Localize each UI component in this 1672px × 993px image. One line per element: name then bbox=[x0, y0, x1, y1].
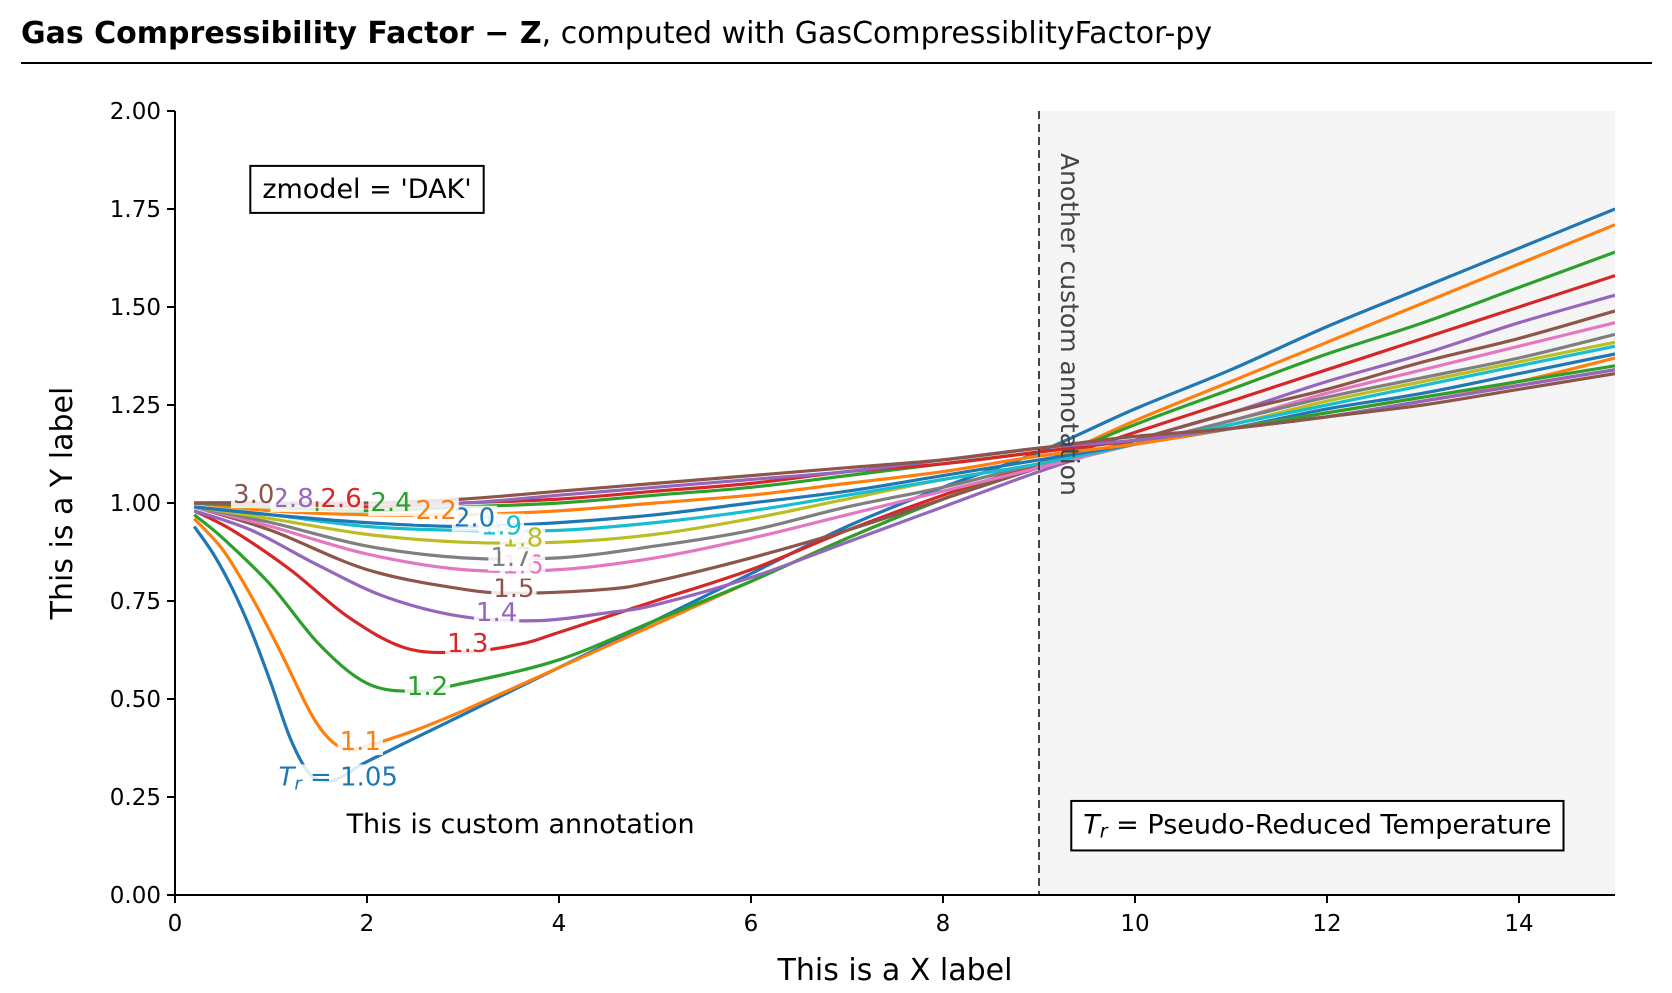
title-underline bbox=[21, 62, 1652, 64]
y-tick-label-7: 1.75 bbox=[110, 197, 161, 223]
x-tick-label-5: 10 bbox=[1120, 911, 1149, 937]
y-tick-label-2: 0.50 bbox=[110, 687, 161, 713]
series-label-1: 1.1 bbox=[337, 727, 383, 757]
y-tick-label-4: 1.00 bbox=[110, 491, 161, 517]
series-label-text-14: 2.8 bbox=[272, 484, 313, 514]
series-label-text-4: 1.4 bbox=[476, 598, 517, 628]
series-label-bg-15 bbox=[231, 482, 277, 509]
series-label-text-15: 3.0 bbox=[233, 480, 274, 510]
series-label-13: 2.6 bbox=[318, 484, 364, 514]
series-label-2: 1.2 bbox=[404, 672, 451, 702]
vline-annotation: Another custom annotation bbox=[1055, 153, 1084, 496]
series-label-bg-5 bbox=[491, 576, 537, 603]
series-line-3 bbox=[193, 274, 1615, 655]
series-label-text-3: 1.3 bbox=[447, 629, 488, 659]
series-label-0: Tr = 1.05 bbox=[276, 762, 400, 794]
y-tick-label-1: 0.25 bbox=[110, 785, 161, 811]
y-tick-label-8: 2.00 bbox=[110, 99, 161, 125]
series-label-bg-10 bbox=[451, 505, 498, 532]
series-label-text-5: 1.5 bbox=[493, 574, 534, 604]
series-label-bg-0 bbox=[276, 764, 400, 792]
series-label-15: 3.0 bbox=[231, 480, 277, 510]
y-tick-label-5: 1.25 bbox=[110, 393, 161, 419]
series-line-6 bbox=[193, 321, 1615, 573]
series-label-bg-11 bbox=[413, 497, 459, 524]
series-label-bg-13 bbox=[318, 486, 364, 513]
series-label-text-0: Tr = 1.05 bbox=[278, 762, 398, 794]
series-label-bg-4 bbox=[473, 599, 520, 626]
annotation-2: Tr = Pseudo-Reduced Temperature bbox=[1083, 809, 1551, 843]
series-line-10 bbox=[194, 352, 1615, 529]
series-label-12: 2.4 bbox=[368, 488, 414, 518]
y-tick-label-0: 0.00 bbox=[110, 883, 161, 909]
series-label-bg-12 bbox=[368, 490, 414, 516]
annotation-1: This is custom annotation bbox=[346, 809, 695, 840]
series-label-text-12: 2.4 bbox=[370, 488, 411, 518]
series-label-text-13: 2.6 bbox=[320, 484, 361, 514]
series-line-2 bbox=[193, 250, 1615, 693]
series-label-text-1: 1.1 bbox=[340, 727, 381, 757]
y-tick-label-3: 0.75 bbox=[110, 589, 161, 615]
series-line-7 bbox=[193, 332, 1615, 561]
series-label-11: 2.2 bbox=[413, 496, 459, 526]
x-tick-label-3: 6 bbox=[744, 911, 759, 937]
series-line-9 bbox=[194, 344, 1615, 533]
series-label-symbol-0: T bbox=[278, 762, 296, 792]
y-tick-label-6: 1.50 bbox=[110, 295, 161, 321]
series-label-10: 2.0 bbox=[451, 504, 498, 534]
x-tick-label-2: 4 bbox=[552, 911, 567, 937]
x-tick-label-1: 2 bbox=[360, 911, 375, 937]
chart-title-rest: , computed with GasCompressiblityFactor-… bbox=[541, 16, 1213, 51]
chart-title: Gas Compressibility Factor − Z, computed… bbox=[21, 16, 1212, 51]
series-line-4 bbox=[193, 293, 1615, 623]
series-label-4: 1.4 bbox=[473, 598, 520, 628]
y-axis-label: This is a Y label bbox=[45, 387, 80, 621]
series-label-text-11: 2.2 bbox=[415, 496, 456, 526]
annotation-sub-2: r bbox=[1100, 820, 1109, 842]
chart-title-bold: Gas Compressibility Factor − Z bbox=[21, 16, 542, 51]
series-label-text-10: 2.0 bbox=[454, 504, 495, 534]
annotation-text-2: = Pseudo-Reduced Temperature bbox=[1108, 809, 1552, 840]
series-label-text-2: 1.2 bbox=[407, 672, 448, 702]
annotation-box-0 bbox=[249, 164, 485, 214]
series-label-rest-0: = 1.05 bbox=[302, 762, 398, 792]
series-label-bg-2 bbox=[404, 674, 451, 701]
series-line-5 bbox=[193, 309, 1615, 595]
series-label-bg-14 bbox=[270, 486, 316, 513]
annotation-symbol-2: T bbox=[1083, 809, 1102, 840]
x-axis-label: This is a X label bbox=[777, 953, 1013, 988]
annotation-0: zmodel = 'DAK' bbox=[262, 174, 471, 205]
x-tick-label-6: 12 bbox=[1312, 911, 1341, 937]
series-label-bg-3 bbox=[445, 631, 491, 658]
series-label-14: 2.8 bbox=[270, 484, 316, 514]
series-label-sub-0: r bbox=[294, 773, 303, 794]
series-label-5: 1.5 bbox=[491, 574, 537, 604]
series-line-1 bbox=[193, 223, 1615, 752]
series-label-bg-1 bbox=[337, 729, 383, 756]
x-tick-label-7: 14 bbox=[1504, 911, 1533, 937]
series-label-3: 1.3 bbox=[445, 629, 491, 659]
annotation-box-2 bbox=[1070, 799, 1565, 852]
x-tick-label-0: 0 bbox=[168, 911, 183, 937]
x-tick-label-4: 8 bbox=[936, 911, 951, 937]
shaded-region bbox=[1039, 111, 1615, 895]
